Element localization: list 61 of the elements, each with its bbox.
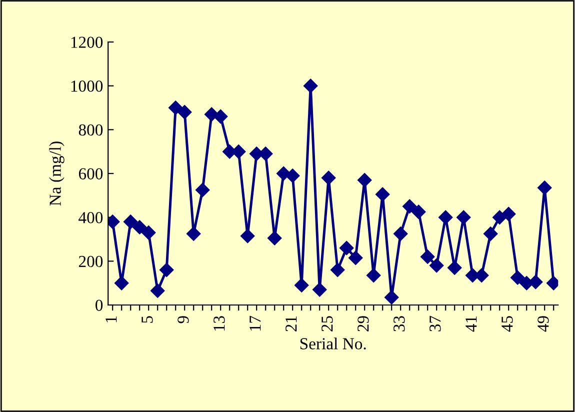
point <box>240 228 255 244</box>
point <box>484 226 498 241</box>
point <box>294 278 309 292</box>
point <box>150 284 165 298</box>
y-axis-title: Na (mg/l) <box>49 142 64 206</box>
x-tick-label: 29 <box>358 316 369 332</box>
point <box>412 204 426 219</box>
point <box>438 210 453 224</box>
point <box>196 182 210 198</box>
x-tick-label: 45 <box>502 316 513 332</box>
point <box>358 172 372 188</box>
x-tick-label: 25 <box>322 316 333 332</box>
point <box>322 170 336 185</box>
point <box>168 100 183 115</box>
y-tick-label: 1000 <box>71 80 103 92</box>
x-tick-label: 49 <box>538 316 549 332</box>
point <box>366 268 381 282</box>
point <box>142 226 156 240</box>
x-tick-label: 33 <box>394 316 405 332</box>
x-tick-label: 1 <box>106 316 117 322</box>
y-tick-label: 600 <box>78 168 103 180</box>
point <box>214 109 228 124</box>
y-tick-label: 200 <box>78 256 103 268</box>
point <box>538 180 552 195</box>
point <box>492 210 507 224</box>
point <box>160 262 174 278</box>
y-tick-label: 1200 <box>71 36 103 48</box>
x-tick-label: 5 <box>142 316 153 323</box>
point <box>384 290 399 304</box>
point <box>114 276 129 290</box>
point <box>312 282 327 297</box>
point <box>178 105 192 120</box>
point <box>528 274 543 290</box>
x-tick-label: 9 <box>178 316 189 324</box>
point <box>286 168 300 183</box>
point <box>124 214 138 229</box>
point <box>502 206 516 222</box>
y-tick-label: 400 <box>78 212 103 224</box>
point <box>340 240 354 256</box>
point <box>348 250 363 265</box>
y-tick-label: 800 <box>78 124 103 136</box>
x-tick-label: 21 <box>286 316 297 332</box>
point <box>376 187 390 202</box>
y-tick-label: 0 <box>96 300 103 311</box>
x-tick-label: 37 <box>430 316 441 332</box>
x-tick-label: 13 <box>214 316 225 331</box>
point <box>420 250 435 264</box>
point <box>510 270 525 285</box>
point <box>448 260 462 275</box>
x-axis-title: Serial No. <box>300 338 366 350</box>
point <box>268 231 282 246</box>
point <box>304 78 318 93</box>
point <box>430 258 444 273</box>
x-tick-label: 17 <box>250 316 261 331</box>
point <box>132 220 147 234</box>
point <box>394 226 408 241</box>
point <box>330 262 345 278</box>
point <box>186 226 201 241</box>
point <box>402 199 417 214</box>
x-tick-label: 41 <box>466 316 477 332</box>
point <box>456 210 471 224</box>
